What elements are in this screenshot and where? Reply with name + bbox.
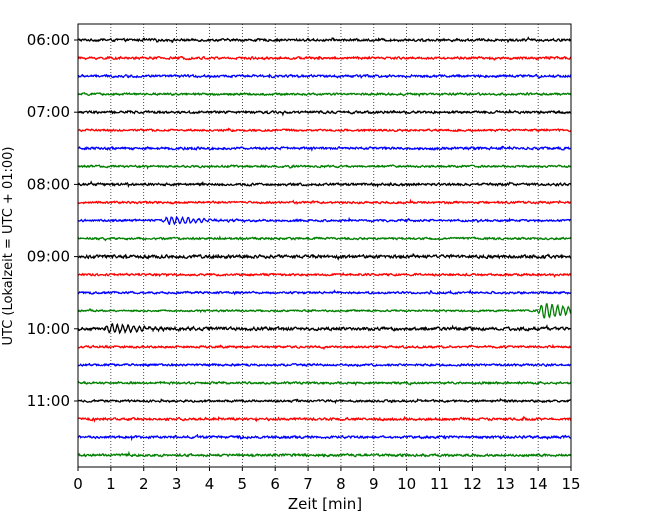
x-tick-label: 10 xyxy=(397,475,416,493)
x-tick-label: 2 xyxy=(139,475,149,493)
x-tick-label: 6 xyxy=(270,475,280,493)
trace-0645 xyxy=(77,91,572,98)
trace-0730 xyxy=(77,145,572,152)
x-tick-label: 14 xyxy=(529,475,548,493)
x-tick-label: 11 xyxy=(430,475,449,493)
y-axis-title: UTC (Lokalzeit = UTC + 01:00) xyxy=(1,147,16,346)
trace-0745 xyxy=(77,164,572,170)
trace-1000 xyxy=(77,322,572,335)
trace-1045 xyxy=(77,380,572,387)
grid-lines xyxy=(110,24,539,467)
trace-0815 xyxy=(77,198,572,205)
x-tick-label: 3 xyxy=(172,475,182,493)
plot-frame xyxy=(77,23,572,468)
x-tick-label: 5 xyxy=(238,475,248,493)
trace-0800 xyxy=(77,180,572,189)
y-tick-label: 07:00 xyxy=(27,103,70,121)
trace-0830 xyxy=(77,215,572,226)
trace-0700 xyxy=(77,108,572,117)
trace-0615 xyxy=(77,55,572,61)
y-tick-label: 11:00 xyxy=(27,392,70,410)
trace-1115 xyxy=(77,415,572,423)
trace-0900 xyxy=(77,253,572,261)
y-tick-label: 06:00 xyxy=(27,31,70,49)
y-tick-label: 08:00 xyxy=(27,175,70,193)
trace-0600 xyxy=(77,36,572,44)
plot-background xyxy=(78,24,571,467)
trace-0715 xyxy=(77,127,572,133)
traces xyxy=(77,36,572,458)
y-axis-ticks: 06:00 07:00 08:00 09:00 10:00 11:00 xyxy=(27,31,78,410)
y-tick-label: 10:00 xyxy=(27,320,70,338)
y-tick-label: 09:00 xyxy=(27,248,70,266)
x-tick-label: 0 xyxy=(73,475,83,493)
trace-0930 xyxy=(77,288,572,296)
trace-0630 xyxy=(77,73,572,79)
trace-0915 xyxy=(77,271,572,278)
trace-1030 xyxy=(77,362,572,368)
x-axis-title: Zeit [min] xyxy=(288,495,362,513)
trace-1015 xyxy=(77,343,572,351)
x-axis-ticks: 0 1 2 3 4 5 6 7 8 9 10 11 12 13 14 15 xyxy=(73,467,581,493)
trace-0845 xyxy=(77,235,572,242)
x-tick-label: 12 xyxy=(463,475,482,493)
trace-0945 xyxy=(77,302,572,319)
x-tick-label: 9 xyxy=(369,475,379,493)
x-tick-label: 15 xyxy=(561,475,580,493)
trace-1145 xyxy=(77,450,572,458)
trace-1100 xyxy=(77,397,572,405)
x-tick-label: 13 xyxy=(496,475,515,493)
x-tick-label: 7 xyxy=(303,475,313,493)
trace-1130 xyxy=(77,433,572,442)
x-tick-label: 1 xyxy=(106,475,116,493)
x-tick-label: 4 xyxy=(205,475,215,493)
x-tick-label: 8 xyxy=(336,475,346,493)
